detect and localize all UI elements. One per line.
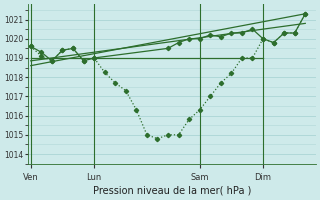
X-axis label: Pression niveau de la mer( hPa ): Pression niveau de la mer( hPa ) bbox=[92, 186, 251, 196]
